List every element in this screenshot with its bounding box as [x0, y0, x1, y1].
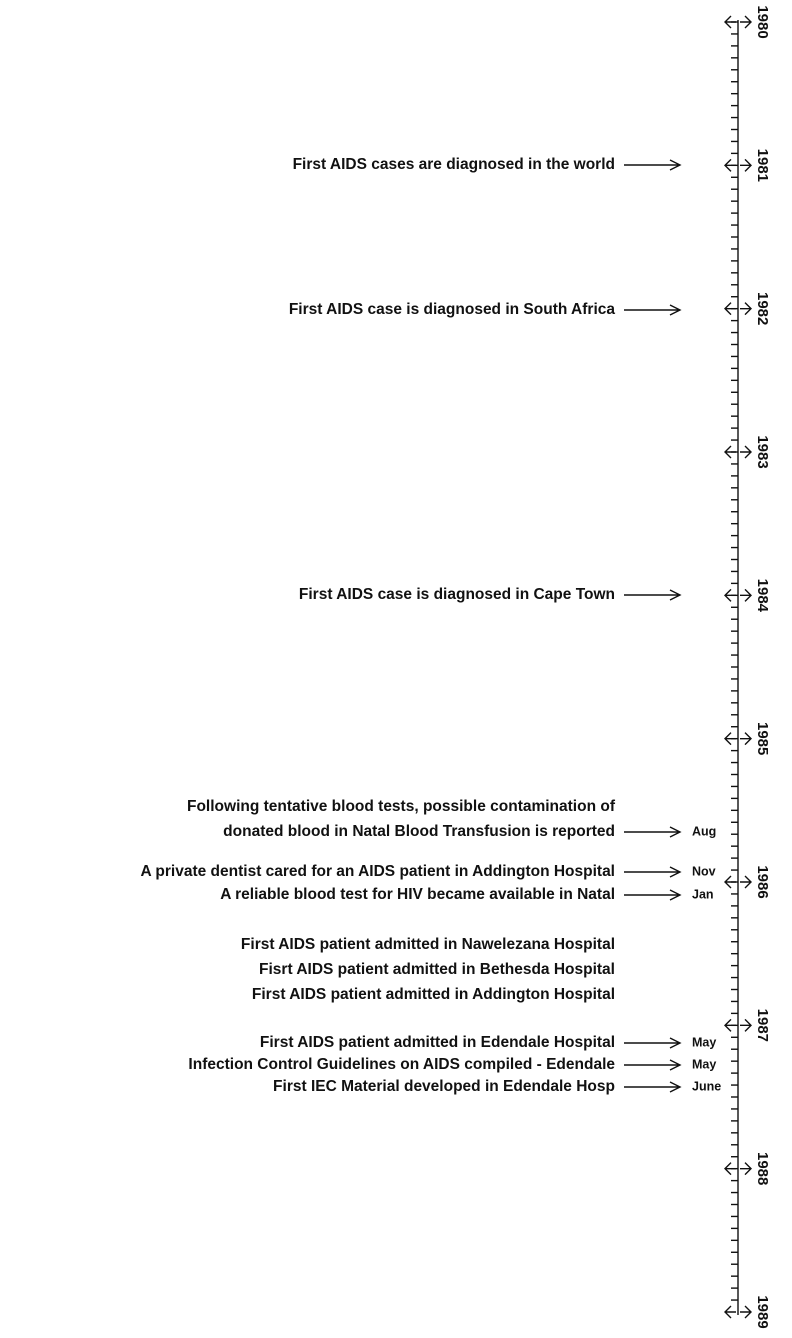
- event-month: Aug: [692, 824, 716, 838]
- event-month: May: [692, 1057, 716, 1071]
- year-marker: [724, 1162, 752, 1176]
- year-label: 1989: [754, 1295, 771, 1328]
- event-arrow: [624, 889, 682, 901]
- event-text: donated blood in Natal Blood Transfusion…: [223, 823, 615, 840]
- year-label: 1984: [754, 579, 771, 613]
- year-marker: [724, 588, 752, 602]
- year-marker: [724, 1018, 752, 1032]
- year-marker: [724, 302, 752, 316]
- event-month: Nov: [692, 864, 716, 878]
- year-marker: [724, 1305, 752, 1319]
- event-text: A private dentist cared for an AIDS pati…: [140, 863, 615, 880]
- event-arrow: [624, 304, 682, 316]
- event-month: June: [692, 1079, 721, 1093]
- event-text: Following tentative blood tests, possibl…: [187, 798, 616, 815]
- event-text: Infection Control Guidelines on AIDS com…: [188, 1056, 615, 1073]
- year-marker: [724, 445, 752, 459]
- event-month: May: [692, 1035, 716, 1049]
- event-text: First AIDS cases are diagnosed in the wo…: [293, 156, 615, 173]
- year-marker: [724, 875, 752, 889]
- year-label: 1982: [754, 292, 771, 325]
- year-label: 1988: [754, 1152, 771, 1185]
- event-arrow: [624, 866, 682, 878]
- year-label: 1985: [754, 722, 771, 755]
- year-label: 1980: [754, 5, 771, 38]
- event-arrow: [624, 1037, 682, 1049]
- year-label: 1981: [754, 149, 771, 182]
- event-text: First AIDS case is diagnosed in South Af…: [289, 301, 616, 318]
- event-text: First IEC Material developed in Edendale…: [273, 1078, 615, 1095]
- event-text: First AIDS case is diagnosed in Cape Tow…: [299, 586, 615, 603]
- year-marker: [724, 15, 752, 29]
- event-month: Jan: [692, 887, 714, 901]
- year-label: 1986: [754, 865, 771, 898]
- event-arrow: [624, 826, 682, 838]
- event-text: A reliable blood test for HIV became ava…: [220, 886, 615, 903]
- year-marker: [724, 158, 752, 172]
- year-label: 1983: [754, 435, 771, 468]
- event-arrow: [624, 589, 682, 601]
- year-marker: [724, 732, 752, 746]
- event-arrow: [624, 159, 682, 171]
- event-arrow: [624, 1059, 682, 1071]
- event-text: First AIDS patient admitted in Nawelezan…: [241, 936, 615, 953]
- event-text: First AIDS patient admitted in Addington…: [252, 986, 615, 1003]
- event-text: First AIDS patient admitted in Edendale …: [260, 1034, 615, 1051]
- event-text: Fisrt AIDS patient admitted in Bethesda …: [259, 961, 615, 978]
- event-arrow: [624, 1081, 682, 1093]
- year-label: 1987: [754, 1009, 771, 1042]
